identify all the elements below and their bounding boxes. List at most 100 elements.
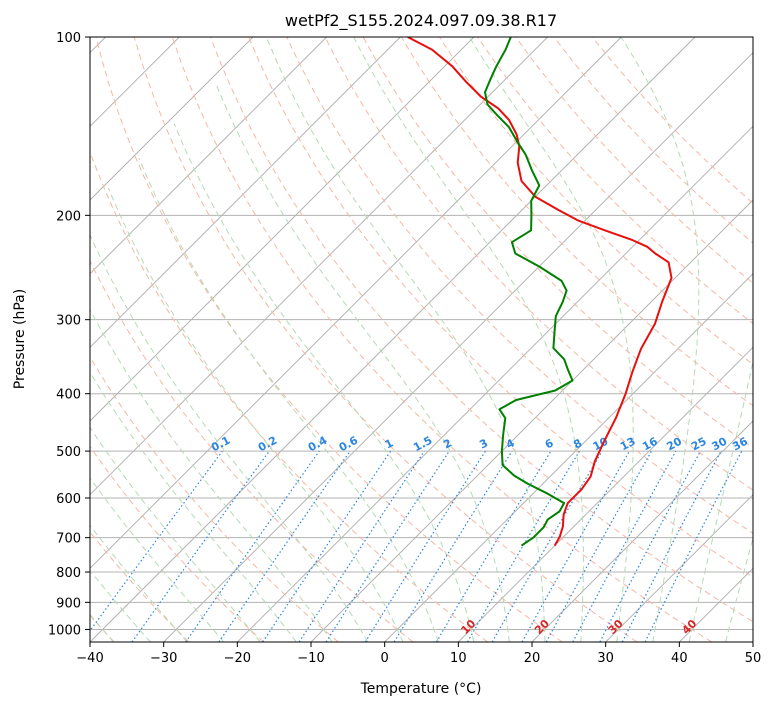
isotherm-line [752,641,753,642]
isotherm-line [163,51,753,642]
moist-adiabat-line [90,371,297,642]
isotherm-line [531,420,753,642]
dry-adiabat-line [286,37,753,534]
isotherm-line [90,37,696,642]
mixing-ratio-line [572,450,677,642]
y-tick-label: 200 [56,209,81,224]
isotherm-line [605,493,753,642]
dewpoint-line [484,37,574,547]
dry-adiabat-line [171,37,712,642]
dry-adiabat-line [90,356,339,642]
moist-adiabat-line [620,37,700,642]
isotherm-line [457,346,753,642]
x-tick-label: −10 [297,651,324,666]
moist-adiabat-line [90,308,333,642]
moist-adiabat-line [90,233,369,642]
x-tick-label: −20 [224,651,251,666]
dry-adiabat-line [591,37,753,204]
y-tick-label: 800 [56,566,81,581]
y-tick-label: 400 [56,388,81,403]
y-tick-label: 500 [56,445,81,460]
isotherm-line [90,37,328,275]
dry-adiabat-line [95,37,563,642]
y-axis-label: Pressure (hPa) [12,289,28,389]
y-tick-label: 300 [56,314,81,329]
mixing-ratio-line [90,450,223,632]
dry-adiabat-line [90,531,190,642]
isotherm-line [384,272,753,642]
moist-adiabat-line [215,83,510,642]
moist-adiabats [90,37,775,642]
moist-adiabat-line [90,524,188,642]
mixing-ratio-line [185,450,320,642]
mixing-ratio-line [218,450,351,642]
plot-frame [89,36,754,643]
mixing-ratio-label: 20 [664,435,684,454]
moist-adiabat-line [90,426,261,642]
x-tick-label: 0 [381,651,389,666]
dry-adiabat-label: 10 [458,617,478,637]
isotherm-grid [90,37,753,642]
dry-adiabat-label: 40 [679,617,699,637]
moist-adiabat-line [108,188,404,642]
moist-adiabat-line [468,37,634,642]
moist-adiabat-line [90,569,151,642]
mixing-ratio-line [262,450,392,642]
mixing-ratio-line [325,450,450,642]
x-axis-label: Temperature (°C) [360,681,482,697]
mixing-ratio-line [298,450,425,642]
dry-adiabat-line [90,259,414,642]
isotherm-line [90,37,254,201]
dry-adiabat-line [248,37,753,578]
axes-frame [89,36,754,643]
moist-adiabat-line [725,536,753,642]
mixing-ratio-line [364,450,486,642]
isotherm-line [236,125,753,642]
isobar-grid [90,37,753,630]
dry-adiabats [90,37,753,642]
y-tick-label: 600 [56,492,81,507]
mixing-ratio-line [521,450,631,642]
isotherm-line [90,37,622,570]
mixing-ratio-label: 3 [477,436,490,451]
moist-adiabat-line [173,123,475,642]
mixing-ratio-line [599,450,702,642]
dry-adiabat-line [90,445,264,642]
moist-adiabat-line [138,157,439,642]
x-tick-label: 50 [745,651,762,666]
temperature-line [407,37,673,547]
isotherm-line [90,37,549,496]
mixing-ratio-line [435,450,552,642]
dry-adiabat-label: 20 [532,617,552,637]
moist-adiabat-line [90,477,225,642]
x-tick-label: 30 [597,651,614,666]
mixing-ratio-line [545,450,653,642]
moist-adiabat-line [762,37,775,642]
dry-adiabat-line [553,37,753,244]
mixing-ratio-line [644,450,743,642]
moist-adiabat-line [353,37,584,642]
mixing-ratio-lines [90,450,743,642]
mixing-ratio-label: 16 [640,435,660,454]
x-tick-label: −40 [76,651,103,666]
dry-adiabat-line [324,37,753,491]
dry-adiabat-line [90,150,488,642]
mixing-ratio-label: 13 [618,435,638,454]
dry-adiabat-line [133,37,638,642]
dry-adiabat-line [515,37,753,284]
x-tick-label: 20 [524,651,541,666]
y-tick-label: 700 [56,532,81,547]
x-tick-label: 40 [671,651,688,666]
profile-series [407,37,673,547]
x-tick-label: 10 [450,651,467,666]
dry-adiabat-label: 30 [606,617,626,637]
y-tick-label: 100 [56,31,81,46]
dry-adiabat-line [210,37,753,623]
mixing-ratio-label: 30 [710,435,730,454]
x-tick-label: −30 [150,651,177,666]
dry-adiabat-label: 0 [10,27,25,42]
y-tick-label: 900 [56,596,81,611]
x-axis: −40 −30 −20 −10 0 10 20 30 40 50 [76,642,761,666]
isotherm-line [90,37,475,422]
